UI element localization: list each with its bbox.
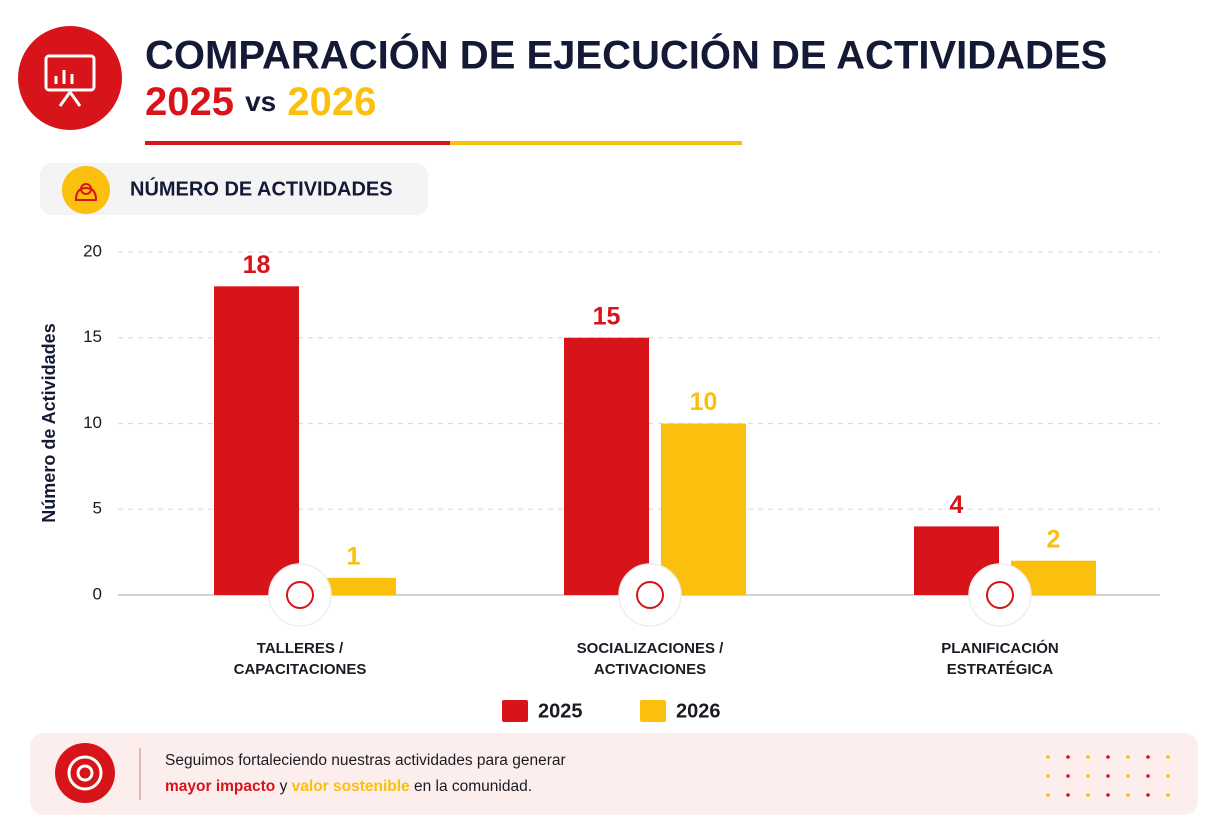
footer-highlight: mayor impacto [165,778,275,795]
footer-ending: en la comunidad. [414,778,532,795]
footer-joiner: y [280,778,288,795]
legend-swatch [640,700,666,722]
chart-subtitle: 2025 vs 2026 [145,80,376,124]
section-pill [40,163,428,215]
dot [1146,793,1150,797]
dot [1046,774,1050,778]
bar [311,577,396,595]
dot [1166,793,1170,797]
category-icon [268,563,332,627]
dot [1146,774,1150,778]
dot [1066,793,1070,797]
dot [1166,774,1170,778]
footer-icon-glyph [67,755,103,791]
dot [1066,755,1070,759]
value-label: 2 [1047,525,1061,553]
value-label: 4 [950,491,964,519]
underline [145,141,450,145]
category-icon-glyph [986,581,1014,609]
footer-box [30,733,1198,815]
footer-highlight: valor sostenible [292,778,410,795]
y-tick-label: 10 [83,413,102,432]
footer-text: Seguimos fortaleciendo nuestras activida… [165,752,566,769]
section-icon [62,166,110,214]
title-icon-board [44,54,96,92]
legend-swatch [502,700,528,722]
legend-label: 2026 [676,700,721,722]
y-tick-label: 15 [83,327,102,346]
value-label: 15 [593,302,621,330]
value-label: 10 [690,388,718,416]
category-icon-glyph [286,581,314,609]
subtitle-year: 2026 [287,80,376,124]
underline [450,141,742,145]
dot [1086,755,1090,759]
title-icon [18,26,122,130]
dot [1126,793,1130,797]
x-tick-label: PLANIFICACIÓN ESTRATÉGICA [941,640,1059,678]
section-icon-glyph [74,183,98,201]
category-icon [618,563,682,627]
x-tick-label: SOCIALIZACIONES / ACTIVACIONES [576,640,724,678]
footer-icon-glyph [76,764,94,782]
dot [1066,774,1070,778]
value-label: 18 [243,251,271,279]
dot [1146,755,1150,759]
dot [1046,793,1050,797]
dot [1106,755,1110,759]
category-icon-glyph [636,581,664,609]
bar [214,286,299,595]
dot [1106,774,1110,778]
footer-dots [1046,755,1170,797]
y-tick-label: 5 [93,499,102,518]
dot [1166,755,1170,759]
y-tick-label: 0 [93,584,102,603]
title-icon-glyph [54,70,82,107]
dot [1086,793,1090,797]
dot [1126,774,1130,778]
x-tick-label: TALLERES / CAPACITACIONES [233,640,367,678]
subtitle-year: 2025 [145,80,234,124]
dot [1126,755,1130,759]
legend-label: 2025 [538,700,583,722]
dot [1106,793,1110,797]
section-label: NÚMERO DE ACTIVIDADES [130,176,393,200]
dot [1046,755,1050,759]
subtitle-vs: vs [245,86,276,117]
bar [661,423,746,595]
category-icon [968,563,1032,627]
dot [1086,774,1090,778]
footer-icon [55,743,115,803]
bar [564,337,649,595]
y-tick-label: 20 [83,241,102,260]
y-axis-label: Número de Actividades [39,323,59,522]
value-label: 1 [347,542,361,570]
footer-text: mayor impacto y valor sostenible en la c… [165,778,532,795]
chart-title: COMPARACIÓN DE EJECUCIÓN DE ACTIVIDADES [145,32,1107,78]
